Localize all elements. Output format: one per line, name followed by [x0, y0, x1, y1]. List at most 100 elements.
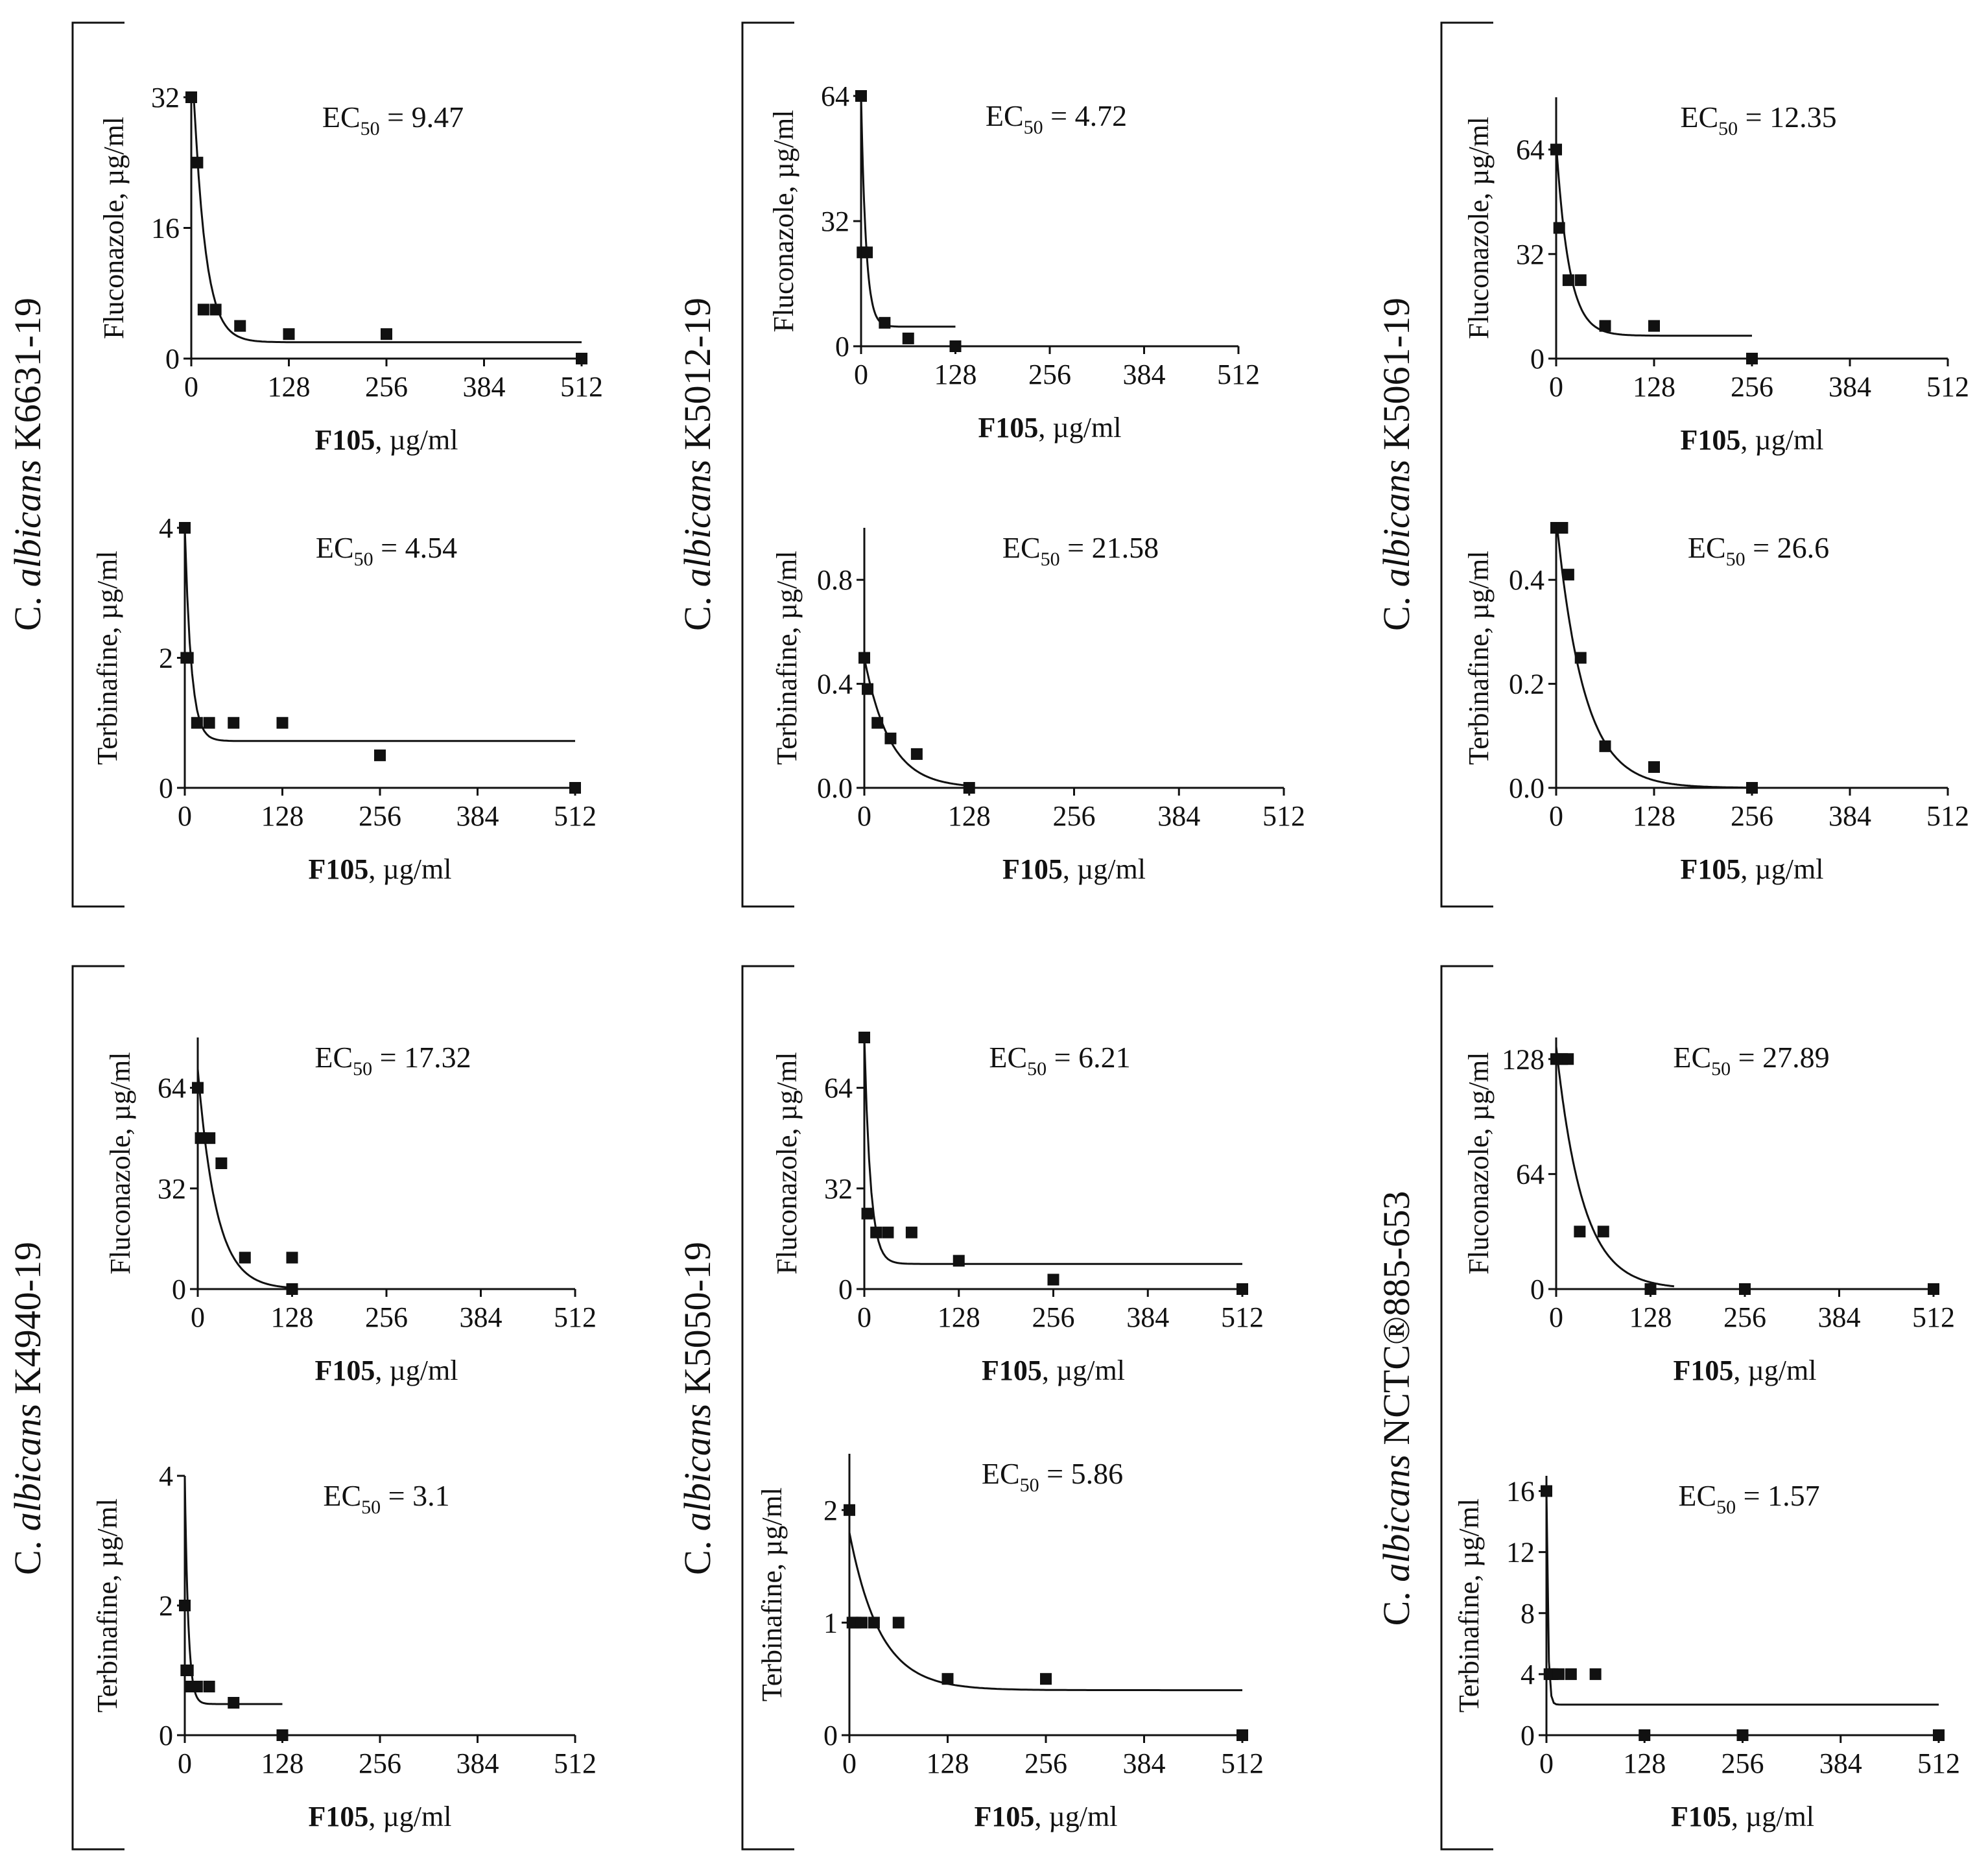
- x-tick-label: 384: [1157, 800, 1200, 832]
- strain-bracket: [741, 21, 794, 908]
- data-point: [871, 717, 884, 729]
- terbinafine-panel: 0 128 256 384 512 0.0 0.4 0.8 Terbinafine, µg/ml…: [771, 528, 1305, 885]
- strain-group-2: C. albicans K5012-19 0 128 256 384 512 0 32 64 Fl…: [676, 21, 1305, 908]
- x-tick-label: 128: [1633, 371, 1675, 403]
- x-tick-label: 0: [857, 800, 871, 832]
- y-tick-label: 32: [158, 1173, 186, 1205]
- x-tick-label: 128: [271, 1301, 314, 1333]
- strain-group-4: C. albicans K4940-19 0 128 256 384 512 0 32 64 Fl…: [6, 965, 597, 1851]
- strain-bracket: [71, 965, 124, 1851]
- x-axis-title-bold: F105: [1681, 424, 1741, 456]
- y-axis-title: Terbinafine, µg/ml: [91, 551, 123, 764]
- strain-species: albicans: [676, 460, 718, 587]
- data-point: [855, 1617, 868, 1629]
- y-tick-label: 16: [1506, 1476, 1535, 1508]
- x-tick-label: 384: [456, 800, 499, 832]
- strain-group-5: C. albicans K5050-19 0 128 256 384 512 0 32 64 Fl…: [676, 965, 1264, 1851]
- ec50-label: EC50 = 27.89: [1673, 1041, 1829, 1080]
- data-point: [1541, 1485, 1552, 1497]
- x-tick-label: 256: [1731, 800, 1773, 832]
- y-tick-label: 0.8: [817, 564, 853, 596]
- y-tick-label: 2: [159, 1590, 173, 1622]
- data-point: [861, 246, 873, 259]
- data-point: [1736, 1729, 1749, 1741]
- x-tick-label: 0: [857, 1301, 871, 1333]
- terbinafine-panel: 0 128 256 384 512 0 4 8 12 16 Terbinafine, µg/ml F1…: [1453, 1476, 1960, 1832]
- data-point: [1237, 1283, 1248, 1295]
- y-tick-label: 4: [159, 512, 173, 544]
- y-axis-title: Fluconazole, µg/ml: [1463, 1052, 1495, 1274]
- data-point: [949, 340, 962, 352]
- ec50-subscript: 50: [1718, 118, 1738, 139]
- y-tick-label: 32: [151, 82, 180, 113]
- x-tick-label: 256: [1028, 359, 1071, 390]
- strain-group-6: C. albicans NCTC®885-653 0 128 256 384 512064…: [1375, 965, 1960, 1851]
- x-tick-label: 256: [1731, 371, 1773, 403]
- data-point: [884, 732, 897, 744]
- data-point: [209, 303, 222, 316]
- ec50-value: = 4.54: [373, 531, 457, 564]
- ec50-label: EC50 = 4.72: [986, 99, 1127, 138]
- y-tick-label: 64: [824, 1072, 853, 1104]
- y-tick-label: 0: [172, 1274, 186, 1305]
- y-axis-title: Fluconazole, µg/ml: [768, 110, 799, 332]
- x-axis-title: F105, µg/ml: [1681, 424, 1824, 456]
- y-tick-label: 0: [159, 772, 173, 804]
- fit-curve: [1555, 143, 1752, 337]
- data-point: [1928, 1283, 1939, 1295]
- ec50-value: = 26.6: [1745, 531, 1829, 564]
- x-axis-title-unit: , µg/ml: [1740, 853, 1823, 885]
- ec50-subscript: 50: [354, 549, 373, 570]
- x-tick-label: 384: [1818, 1301, 1861, 1333]
- data-point: [1562, 569, 1574, 581]
- x-tick-label: 384: [1828, 800, 1871, 832]
- ec50-prefix: EC: [1673, 1041, 1711, 1074]
- ec50-subscript: 50: [1024, 117, 1043, 138]
- ec50-subscript: 50: [1711, 1058, 1731, 1080]
- data-point: [228, 1697, 240, 1709]
- ec50-value: = 17.32: [372, 1041, 471, 1074]
- data-point: [905, 1226, 917, 1238]
- x-axis-title-unit: , µg/ml: [1038, 412, 1121, 444]
- strain-name: K6631-19: [6, 298, 49, 460]
- data-point: [861, 1207, 873, 1220]
- data-point: [569, 782, 581, 794]
- strain-label: C. albicans K5050-19: [676, 1242, 718, 1575]
- x-tick-label: 256: [365, 371, 408, 403]
- ec50-value: = 9.47: [380, 101, 464, 134]
- data-point: [185, 91, 197, 103]
- x-axis-title-bold: F105: [315, 424, 375, 456]
- strain-label: C. albicans K5061-19: [1375, 298, 1417, 631]
- data-point: [234, 320, 246, 332]
- strain-bracket: [1440, 21, 1493, 908]
- data-point: [1553, 222, 1565, 234]
- x-tick-label: 256: [1722, 1748, 1764, 1779]
- y-tick-label: 16: [151, 213, 180, 244]
- y-tick-label: 64: [1516, 1159, 1544, 1191]
- ec50-label: EC50 = 3.1: [323, 1479, 449, 1518]
- strain-bracket: [1440, 965, 1493, 1851]
- x-axis-title: F105, µg/ml: [315, 424, 458, 456]
- data-point: [191, 717, 203, 729]
- ec50-prefix: EC: [316, 531, 354, 564]
- y-tick-label: 0: [838, 1274, 853, 1305]
- x-tick-label: 512: [1221, 1301, 1264, 1333]
- data-point: [1599, 740, 1611, 752]
- x-tick-label: 384: [460, 1301, 503, 1333]
- data-point: [1237, 1729, 1248, 1741]
- data-point: [374, 749, 386, 761]
- data-point: [182, 1665, 194, 1676]
- ec50-prefix: EC: [322, 101, 361, 134]
- y-axis-title: Fluconazole, µg/ml: [1463, 117, 1495, 339]
- terbinafine-panel: 0 128 256 384 512 0 2 4 Terbinafine, µg/ml F105, …: [91, 512, 597, 885]
- data-point: [182, 652, 194, 664]
- x-tick-label: 256: [1024, 1748, 1067, 1779]
- data-point: [882, 1226, 894, 1238]
- data-point: [910, 748, 923, 760]
- y-axis-title: Terbinafine, µg/ml: [1453, 1499, 1485, 1712]
- fit-curve: [1555, 1046, 1675, 1288]
- strain-prefix: C.: [6, 1531, 49, 1575]
- data-point: [963, 782, 975, 794]
- x-tick-label: 0: [1539, 1748, 1554, 1779]
